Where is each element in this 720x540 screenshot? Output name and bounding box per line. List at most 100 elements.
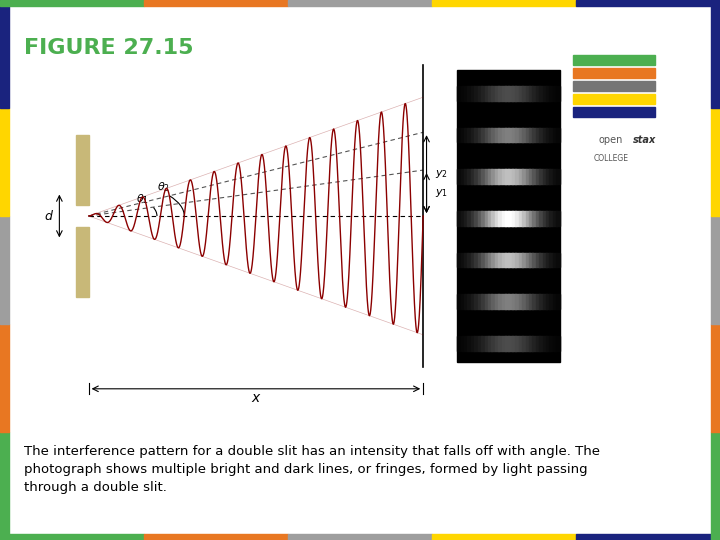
Bar (518, 170, 523, 184)
Bar (549, 253, 554, 267)
Bar (553, 253, 557, 267)
Bar (549, 128, 554, 143)
Bar (529, 128, 533, 143)
Bar (508, 253, 513, 267)
Bar (491, 211, 495, 226)
Bar (467, 128, 472, 143)
Bar (464, 336, 468, 350)
Bar (485, 86, 489, 101)
Bar (488, 170, 492, 184)
Bar (539, 294, 544, 309)
Text: $\theta_2$: $\theta_2$ (157, 180, 170, 194)
Bar (505, 294, 509, 309)
Bar (498, 86, 503, 101)
Bar (467, 336, 472, 350)
Bar (498, 336, 503, 350)
Bar (549, 86, 554, 101)
Bar (539, 170, 544, 184)
Bar (478, 253, 482, 267)
Bar (502, 170, 505, 184)
Bar (546, 211, 550, 226)
Bar (543, 211, 546, 226)
Bar (495, 86, 499, 101)
Bar (522, 128, 526, 143)
Bar (467, 86, 472, 101)
Bar (502, 128, 505, 143)
Bar (481, 128, 485, 143)
Bar (508, 336, 513, 350)
Bar (461, 294, 465, 309)
Bar (505, 128, 509, 143)
Bar (546, 170, 550, 184)
Bar (491, 128, 495, 143)
Bar (488, 253, 492, 267)
Bar (518, 253, 523, 267)
Text: $d$: $d$ (44, 209, 54, 223)
Bar (553, 170, 557, 184)
Bar (526, 336, 530, 350)
Bar (553, 211, 557, 226)
Text: COLLEGE: COLLEGE (593, 154, 629, 163)
Bar (474, 128, 478, 143)
Bar (518, 128, 523, 143)
Bar (474, 86, 478, 101)
Bar (557, 253, 560, 267)
Bar (498, 253, 503, 267)
Bar (457, 128, 462, 143)
Bar (478, 170, 482, 184)
Bar (508, 294, 513, 309)
Bar (495, 170, 499, 184)
Bar (557, 211, 560, 226)
Bar (529, 170, 533, 184)
Bar (467, 253, 472, 267)
Bar (522, 294, 526, 309)
Bar (485, 170, 489, 184)
Bar (502, 86, 505, 101)
Bar (536, 86, 540, 101)
Bar (516, 211, 519, 226)
Bar (461, 128, 465, 143)
Bar (529, 211, 533, 226)
Bar (508, 86, 513, 101)
Bar (488, 336, 492, 350)
Bar (481, 294, 485, 309)
Bar (505, 170, 509, 184)
Bar (471, 336, 475, 350)
Bar (536, 128, 540, 143)
Bar (516, 253, 519, 267)
Bar (526, 211, 530, 226)
Bar (481, 86, 485, 101)
Bar (464, 253, 468, 267)
Bar (539, 211, 544, 226)
Bar (512, 170, 516, 184)
Bar (495, 294, 499, 309)
Bar (573, 55, 655, 65)
Bar (474, 294, 478, 309)
Bar (557, 86, 560, 101)
Bar (557, 336, 560, 350)
Bar (536, 253, 540, 267)
Bar (464, 128, 468, 143)
Bar (512, 336, 516, 350)
Bar (536, 336, 540, 350)
Bar (471, 128, 475, 143)
Bar (549, 336, 554, 350)
Bar (485, 294, 489, 309)
Bar (485, 211, 489, 226)
Bar (573, 81, 655, 91)
Bar (491, 294, 495, 309)
Bar (546, 253, 550, 267)
Bar (532, 86, 536, 101)
Bar (491, 336, 495, 350)
Bar (546, 336, 550, 350)
Bar (573, 107, 655, 117)
Bar (539, 253, 544, 267)
Bar (474, 336, 478, 350)
Bar (549, 211, 554, 226)
Bar (474, 253, 478, 267)
Bar (546, 86, 550, 101)
Bar (461, 336, 465, 350)
Bar (543, 128, 546, 143)
Bar (76, 227, 89, 297)
Bar (464, 86, 468, 101)
